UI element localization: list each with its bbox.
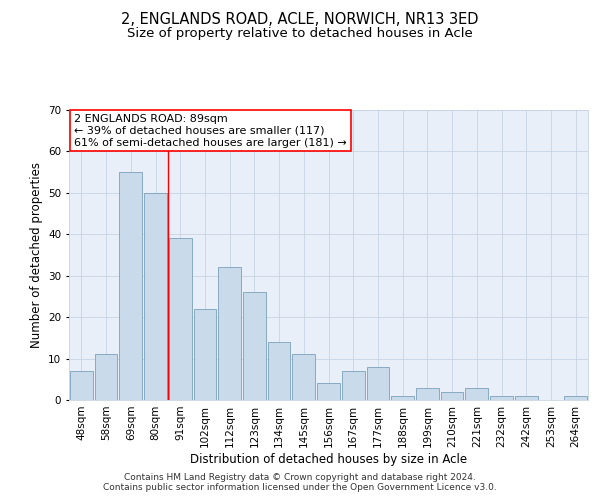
- Text: 2 ENGLANDS ROAD: 89sqm
← 39% of detached houses are smaller (117)
61% of semi-de: 2 ENGLANDS ROAD: 89sqm ← 39% of detached…: [74, 114, 347, 148]
- Bar: [292, 354, 315, 400]
- Text: Contains HM Land Registry data © Crown copyright and database right 2024.
Contai: Contains HM Land Registry data © Crown c…: [103, 473, 497, 492]
- Bar: [367, 367, 389, 400]
- Bar: [342, 371, 365, 400]
- Bar: [564, 396, 587, 400]
- Bar: [466, 388, 488, 400]
- Bar: [441, 392, 463, 400]
- Bar: [194, 309, 216, 400]
- Bar: [70, 371, 93, 400]
- Bar: [169, 238, 191, 400]
- X-axis label: Distribution of detached houses by size in Acle: Distribution of detached houses by size …: [190, 452, 467, 466]
- Bar: [119, 172, 142, 400]
- Bar: [317, 384, 340, 400]
- Bar: [391, 396, 414, 400]
- Bar: [490, 396, 513, 400]
- Bar: [95, 354, 118, 400]
- Bar: [243, 292, 266, 400]
- Bar: [268, 342, 290, 400]
- Bar: [515, 396, 538, 400]
- Bar: [144, 193, 167, 400]
- Bar: [416, 388, 439, 400]
- Bar: [218, 268, 241, 400]
- Y-axis label: Number of detached properties: Number of detached properties: [29, 162, 43, 348]
- Text: 2, ENGLANDS ROAD, ACLE, NORWICH, NR13 3ED: 2, ENGLANDS ROAD, ACLE, NORWICH, NR13 3E…: [121, 12, 479, 28]
- Text: Size of property relative to detached houses in Acle: Size of property relative to detached ho…: [127, 28, 473, 40]
